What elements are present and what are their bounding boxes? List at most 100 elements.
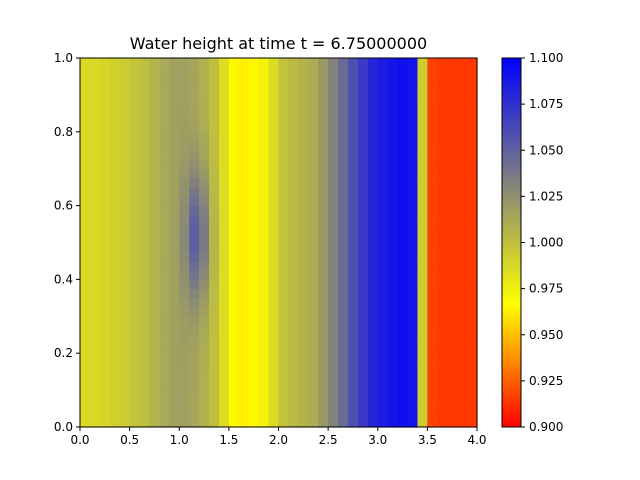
heatmap-cell	[139, 196, 151, 207]
heatmap-cell	[328, 380, 339, 391]
heatmap-cell	[457, 131, 468, 142]
heatmap-cell	[179, 150, 190, 161]
heatmap-cell	[80, 131, 91, 142]
heatmap-cell	[417, 76, 428, 87]
heatmap-cell	[407, 399, 419, 410]
heatmap-cell	[129, 251, 141, 262]
heatmap-cell	[278, 279, 290, 290]
heatmap-cell	[357, 399, 369, 410]
heatmap-cell	[189, 260, 200, 271]
heatmap-cell	[218, 316, 230, 327]
heatmap-cell	[228, 122, 240, 133]
heatmap-cell	[268, 187, 280, 197]
heatmap-cell	[407, 260, 419, 271]
heatmap-cell	[149, 334, 160, 345]
heatmap-cell	[278, 187, 290, 197]
heatmap-cell	[238, 260, 250, 271]
heatmap-cell	[129, 67, 141, 78]
heatmap-cell	[199, 279, 210, 290]
heatmap-cell	[417, 168, 428, 179]
heatmap-cell	[357, 297, 369, 308]
heatmap-cell	[258, 205, 270, 216]
heatmap-cell	[328, 288, 339, 299]
heatmap-cell	[189, 196, 200, 207]
heatmap-cell	[338, 353, 349, 364]
heatmap-cell	[139, 122, 151, 133]
heatmap-cell	[377, 233, 389, 244]
heatmap-cell	[258, 343, 270, 354]
y-axis: 0.00.20.40.60.81.0	[54, 51, 80, 434]
heatmap-cell	[149, 205, 160, 216]
heatmap-cell	[119, 233, 131, 244]
heatmap-cell	[109, 408, 121, 419]
heatmap-cell	[318, 288, 329, 299]
heatmap-cell	[89, 122, 101, 133]
heatmap-cell	[99, 104, 111, 114]
heatmap-cell	[357, 85, 369, 96]
heatmap-cell	[248, 242, 260, 253]
heatmap-cell	[129, 353, 141, 364]
heatmap-cell	[397, 270, 409, 280]
heatmap-cell	[397, 122, 409, 133]
heatmap-cell	[169, 279, 180, 290]
heatmap-cell	[179, 408, 190, 419]
heatmap-cell	[238, 214, 250, 225]
heatmap-cell	[288, 343, 299, 354]
heatmap-cell	[407, 122, 419, 133]
heatmap-cell	[397, 399, 409, 410]
heatmap-cell	[318, 325, 329, 336]
heatmap-cell	[347, 224, 359, 234]
heatmap-cell	[80, 362, 91, 373]
heatmap-cell	[159, 251, 170, 262]
heatmap-cell	[298, 58, 309, 68]
heatmap-cell	[377, 270, 389, 280]
heatmap-cell	[467, 260, 478, 271]
heatmap-cell	[298, 417, 309, 428]
heatmap-cell	[209, 168, 220, 179]
heatmap-cell	[179, 353, 190, 364]
colorbar-tick-label: 1.050	[529, 143, 563, 157]
heatmap-cell	[457, 270, 468, 280]
heatmap-cell	[278, 390, 290, 400]
heatmap-cell	[139, 214, 151, 225]
heatmap-cell	[467, 150, 478, 161]
heatmap-cell	[80, 316, 91, 327]
heatmap-cell	[228, 196, 240, 207]
heatmap-cell	[447, 242, 458, 253]
heatmap-cell	[278, 316, 290, 327]
heatmap-cell	[159, 307, 170, 317]
heatmap-cell	[129, 205, 141, 216]
heatmap-cell	[427, 371, 438, 382]
heatmap-cell	[387, 343, 399, 354]
heatmap-cell	[139, 159, 151, 170]
heatmap-cell	[447, 371, 458, 382]
heatmap-cell	[109, 371, 121, 382]
heatmap-cell	[427, 196, 438, 207]
heatmap-cell	[258, 334, 270, 345]
heatmap-cell	[457, 279, 468, 290]
heatmap-cell	[209, 417, 220, 428]
heatmap-cell	[179, 131, 190, 142]
heatmap-cell	[248, 187, 260, 197]
heatmap-cell	[387, 150, 399, 161]
heatmap-cell	[129, 362, 141, 373]
heatmap-cell	[238, 85, 250, 96]
heatmap-cell	[427, 307, 438, 317]
heatmap-cell	[298, 122, 309, 133]
heatmap-cell	[308, 141, 319, 151]
heatmap-cell	[89, 251, 101, 262]
heatmap-cell	[228, 177, 240, 188]
heatmap-cell	[248, 58, 260, 68]
heatmap-cell	[199, 325, 210, 336]
heatmap-cell	[228, 113, 240, 124]
heatmap-cell	[288, 131, 299, 142]
heatmap-cell	[328, 58, 339, 68]
heatmap-cell	[467, 168, 478, 179]
heatmap-cell	[139, 353, 151, 364]
heatmap-cell	[328, 168, 339, 179]
heatmap-cell	[367, 187, 379, 197]
heatmap-cell	[328, 159, 339, 170]
heatmap-cell	[189, 177, 200, 188]
heatmap-cell	[238, 288, 250, 299]
heatmap-cell	[209, 380, 220, 391]
